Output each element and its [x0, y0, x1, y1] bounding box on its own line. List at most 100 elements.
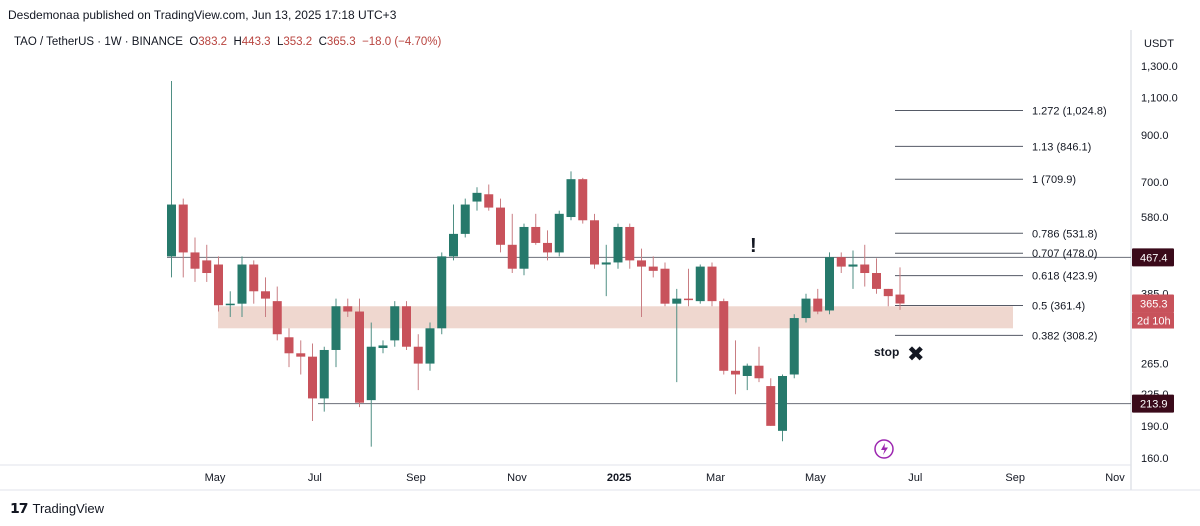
countdown-box [1132, 312, 1174, 329]
price-tag-box [1132, 248, 1174, 267]
candle-body [543, 242, 552, 253]
price-tag-label: 467.4 [1140, 252, 1168, 264]
fib-level-label: 1 (709.9) [1032, 174, 1076, 186]
candle-body [695, 266, 705, 302]
candle-body [202, 260, 212, 274]
time-tick-label: Jul [308, 472, 322, 484]
candle-body [660, 268, 670, 304]
time-tick-label: May [205, 472, 226, 484]
candle-body [178, 204, 188, 253]
candle-body [402, 306, 411, 347]
x-mark-icon: ✖ [907, 342, 925, 366]
candle-body [507, 244, 517, 269]
candle-body [167, 204, 176, 257]
candle-body [742, 365, 752, 376]
price-tag-box [1132, 394, 1174, 413]
candle-body [413, 346, 423, 364]
time-tick-label: Mar [706, 472, 725, 484]
tradingview-logo-icon: 𝟭𝟳 [10, 500, 29, 516]
countdown-label: 2d 10h [1137, 316, 1171, 328]
price-tick-label: 700.0 [1141, 177, 1169, 189]
legend-open: O383.2 [189, 36, 228, 48]
time-tick-label: Jul [908, 472, 922, 484]
candle-body [883, 288, 893, 297]
candle-body [531, 226, 541, 243]
candle-body [672, 298, 682, 304]
candle-body [754, 365, 764, 379]
candle-body [860, 264, 870, 274]
candle-body [261, 291, 270, 299]
candle-body [848, 264, 858, 267]
brand-name: TradingView [32, 501, 105, 516]
legend-low: L353.2 [276, 36, 313, 48]
candle-body [496, 207, 505, 245]
candle-body [237, 264, 247, 304]
time-tick-label: Nov [507, 472, 527, 484]
candle-body [472, 192, 482, 202]
candle-body [613, 226, 623, 263]
price-tick-label: 1,100.0 [1141, 92, 1178, 104]
tradingview-footer[interactable]: 𝟭𝟳 TradingView [10, 500, 104, 517]
lightning-glyph-icon [881, 443, 888, 455]
support-zone [218, 306, 1013, 329]
legend-change: −18.0 (−4.70%) [362, 36, 442, 48]
candle-body [766, 386, 776, 426]
fib-level-label: 0.5 (361.4) [1032, 301, 1085, 313]
price-tag-box [1132, 294, 1174, 313]
fib-level-label: 0.707 (478.0) [1032, 248, 1097, 260]
candle-body [719, 301, 729, 371]
currency-label: USDT [1144, 38, 1174, 50]
time-tick-label: Sep [406, 472, 426, 484]
candle-body [225, 303, 235, 306]
candle-body [801, 298, 811, 319]
price-tick-label: 265.0 [1141, 359, 1169, 371]
stop-annotation: stop [874, 345, 899, 359]
candle-body [836, 257, 846, 267]
symbol-legend: TAO / TetherUS · 1W · BINANCE O383.2 H44… [14, 36, 441, 48]
candle-body [895, 294, 905, 304]
price-tick-label: 580.0 [1141, 212, 1169, 224]
legend-high: H443.3 [233, 36, 271, 48]
fib-level-label: 0.786 (531.8) [1032, 228, 1097, 240]
time-tick-label: 2025 [607, 472, 631, 484]
price-tick-label: 900.0 [1141, 130, 1169, 142]
price-tag-label: 365.3 [1140, 299, 1168, 311]
candle-body [319, 349, 329, 399]
candle-body [378, 345, 388, 349]
candle-body [331, 306, 341, 350]
candle-body [249, 264, 259, 292]
candle-body [190, 252, 200, 269]
candle-body [789, 318, 799, 375]
candle-body [578, 179, 588, 221]
candle-body [425, 328, 435, 364]
candle-body [484, 194, 494, 208]
candle-body [355, 311, 364, 403]
fib-level-label: 0.382 (308.2) [1032, 330, 1097, 342]
candle-body [684, 298, 693, 301]
candle-body [554, 213, 564, 253]
candle-body [519, 226, 529, 269]
candle-body [566, 179, 576, 218]
fib-level-label: 1.13 (846.1) [1032, 141, 1091, 153]
candle-body [778, 375, 787, 431]
symbol-name: TAO / TetherUS · 1W · BINANCE [14, 36, 183, 48]
candle-body [449, 233, 458, 257]
candle-body [637, 260, 646, 267]
candle-body [366, 346, 376, 401]
candle-body [601, 262, 611, 265]
candle-body [437, 256, 447, 329]
price-tick-label: 1,300.0 [1141, 61, 1178, 73]
candle-body [214, 264, 223, 306]
time-tick-label: May [805, 472, 826, 484]
candle-body [296, 353, 306, 357]
time-tick-label: Nov [1105, 472, 1125, 484]
candle-body [731, 370, 740, 375]
price-tag-label: 213.9 [1140, 399, 1168, 411]
candle-body [813, 298, 823, 312]
candle-body [590, 220, 599, 265]
candle-body [707, 266, 717, 302]
candle-body [872, 273, 881, 289]
candle-body [343, 306, 353, 312]
exclamation-annotation: ! [750, 235, 757, 257]
